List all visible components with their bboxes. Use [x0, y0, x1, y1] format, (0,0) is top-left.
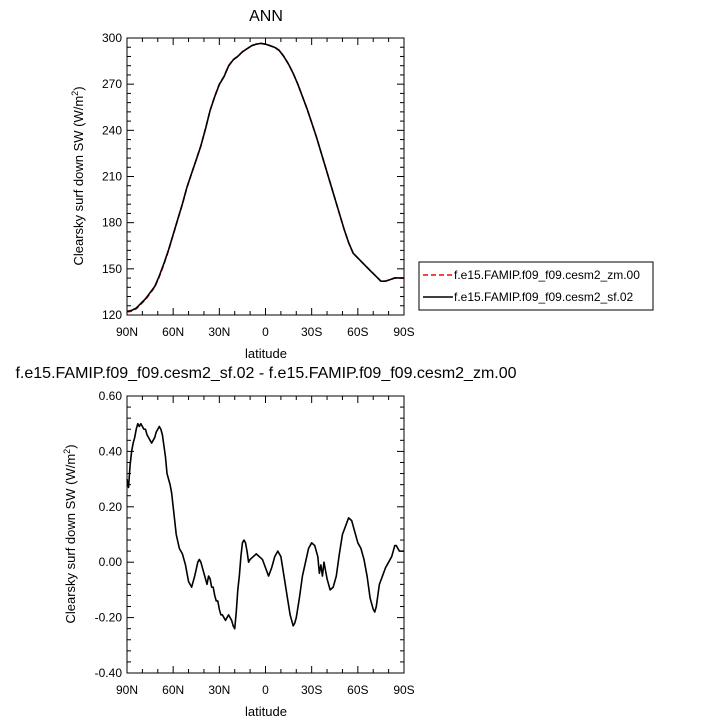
series-line-1: [126, 42, 405, 313]
y-tick-label: 0.00: [99, 555, 123, 569]
y-tick-label: -0.40: [95, 666, 123, 680]
x-axis-label: latitude: [245, 346, 287, 361]
top-panel: ANN 90N 60N 30N 0 30S 60S 90S 120 150 180 210 240 2…: [70, 8, 415, 361]
y-tick-label: -0.20: [95, 611, 123, 625]
x-tick-label: 90S: [393, 683, 414, 697]
y-axis-label-close: ): [71, 86, 86, 90]
chart-title: ANN: [249, 8, 283, 25]
x-tick-label: 90N: [116, 683, 138, 697]
y-tick-label: 240: [102, 123, 122, 137]
y-axis-label-text: Clearsky surf down SW (W/m: [71, 96, 86, 266]
tick-marks: [126, 395, 405, 674]
y-tick-labels: -0.40 -0.20 0.00 0.20 0.40 0.60: [95, 389, 123, 680]
y-tick-label: 150: [102, 262, 122, 276]
y-tick-label: 120: [102, 308, 122, 322]
y-axis-label: Clearsky surf down SW (W/m2): [70, 86, 86, 265]
x-tick-label: 0: [262, 325, 269, 339]
x-tick-label: 60N: [162, 683, 184, 697]
y-axis-label-close: ): [63, 444, 78, 448]
y-axis-label-text: Clearsky surf down SW (W/m: [63, 454, 78, 624]
y-tick-label: 0.60: [99, 389, 123, 403]
y-tick-label: 0.40: [99, 444, 123, 458]
x-tick-label: 30N: [208, 325, 230, 339]
legend: f.e15.FAMIP.f09_f09.cesm2_zm.00 f.e15.FA…: [418, 261, 654, 311]
x-tick-label: 30S: [301, 683, 322, 697]
series-lines: [126, 42, 405, 313]
x-tick-label: 60S: [347, 683, 368, 697]
x-tick-label: 90N: [116, 325, 138, 339]
x-tick-labels: 90N 60N 30N 0 30S 60S 90S: [116, 683, 415, 697]
x-tick-label: 30N: [208, 683, 230, 697]
y-tick-label: 270: [102, 77, 122, 91]
legend-box: [418, 261, 654, 311]
plot-frame: [126, 37, 405, 316]
bottom-panel: f.e15.FAMIP.f09_f09.cesm2_sf.02 - f.e15.…: [15, 365, 516, 719]
plot-frame: [126, 395, 405, 674]
series-lines: [126, 422, 404, 630]
series-line-0: [126, 42, 404, 313]
x-tick-label: 60S: [347, 325, 368, 339]
legend-label-test: f.e15.FAMIP.f09_f09.cesm2_sf.02: [454, 290, 634, 304]
y-axis-label: Clearsky surf down SW (W/m2): [62, 444, 78, 623]
y-tick-labels: 120 150 180 210 240 270 300: [102, 31, 122, 322]
tick-marks: [126, 37, 405, 316]
legend-label-control: f.e15.FAMIP.f09_f09.cesm2_zm.00: [454, 268, 640, 282]
x-tick-label: 0: [262, 683, 269, 697]
x-tick-label: 90S: [393, 325, 414, 339]
chart-title: f.e15.FAMIP.f09_f09.cesm2_sf.02 - f.e15.…: [15, 365, 516, 382]
y-tick-label: 210: [102, 170, 122, 184]
y-axis-label-superscript: 2: [70, 91, 80, 96]
y-tick-label: 180: [102, 216, 122, 230]
x-tick-label: 30S: [301, 325, 322, 339]
y-tick-label: 300: [102, 31, 122, 45]
x-axis-label: latitude: [245, 704, 287, 719]
x-tick-labels: 90N 60N 30N 0 30S 60S 90S: [116, 325, 415, 339]
y-axis-label-superscript: 2: [62, 449, 72, 454]
y-tick-label: 0.20: [99, 500, 123, 514]
series-line-0: [126, 422, 404, 630]
x-tick-label: 60N: [162, 325, 184, 339]
